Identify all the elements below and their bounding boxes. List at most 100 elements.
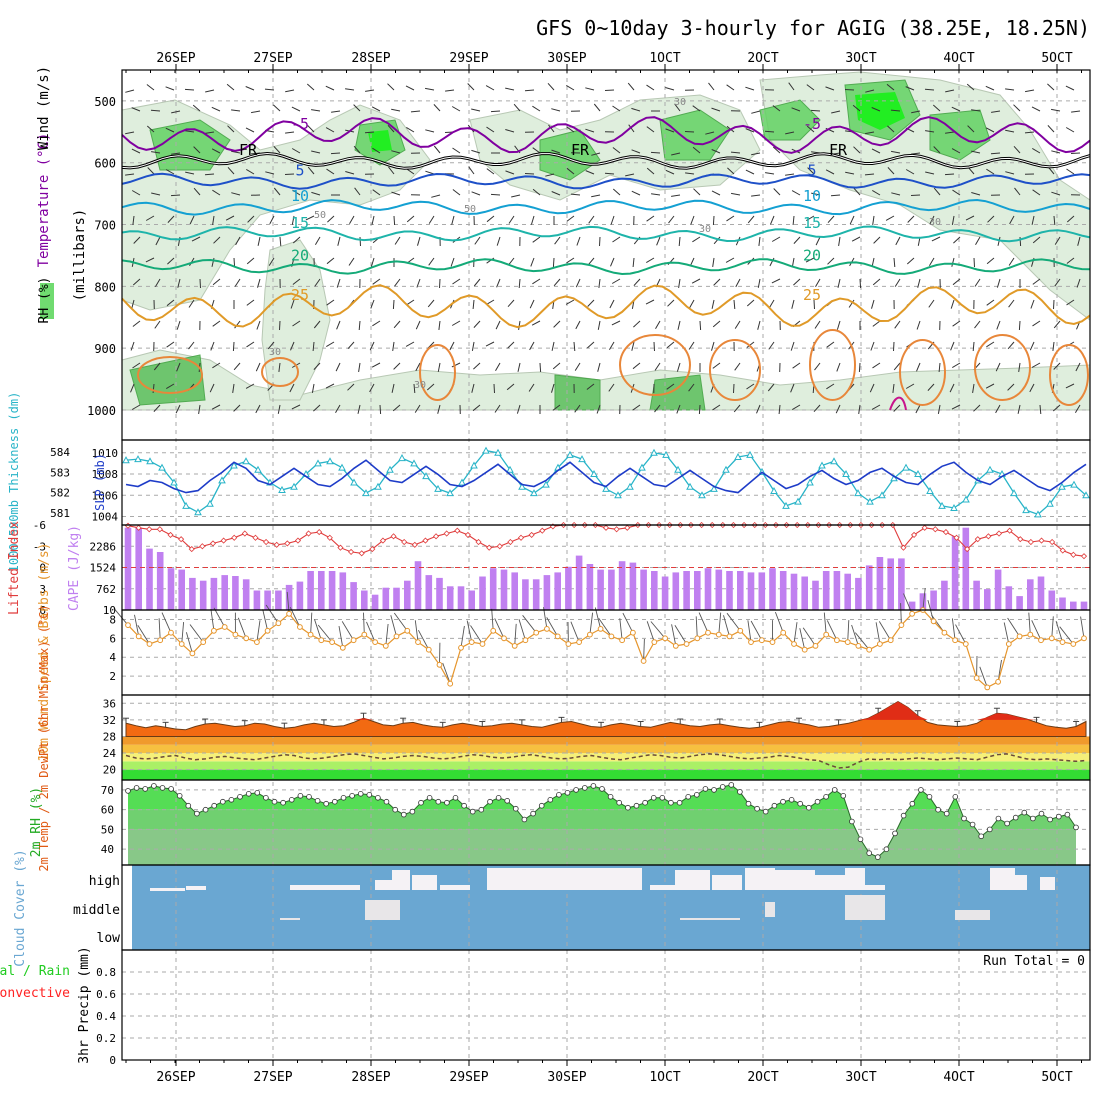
lifted-index-point xyxy=(167,531,174,538)
upper-air-wind-barb xyxy=(625,173,635,177)
upper-air-wind-barb xyxy=(746,299,755,307)
rh-point xyxy=(556,791,562,798)
isotherm-loop xyxy=(1049,344,1089,406)
slp-point xyxy=(434,484,442,492)
cloud-high-block xyxy=(675,870,710,890)
upper-air-wind-barb xyxy=(394,236,401,245)
upper-air-wind-barb xyxy=(233,257,236,268)
upper-air-wind-barb xyxy=(211,404,221,410)
lifted-index-point xyxy=(348,548,355,555)
upper-air-wind-barb xyxy=(575,278,581,288)
thickness-tick: 583 xyxy=(50,466,70,479)
upper-air-wind-barb xyxy=(507,341,515,349)
upper-air-wind-barb xyxy=(893,362,901,371)
upper-air-wind-barb xyxy=(574,362,581,371)
upper-air-wind-barb xyxy=(154,278,161,287)
upper-air-wind-barb xyxy=(146,84,155,91)
wind-speed-point xyxy=(436,661,443,668)
upper-air-wind-barb xyxy=(646,257,655,264)
upper-air-wind-barb xyxy=(413,383,416,394)
upper-air-wind-barb xyxy=(990,152,1001,155)
upper-air-wind-barb xyxy=(234,320,241,329)
slp-point xyxy=(446,489,454,497)
upper-air-wind-barb xyxy=(125,89,135,93)
wind-barb xyxy=(802,627,816,647)
upper-air-wind-barb xyxy=(791,190,801,196)
upper-air-wind-barb xyxy=(790,341,795,351)
slp-point xyxy=(782,501,790,509)
upper-air-wind-barb xyxy=(949,383,955,393)
rh-point xyxy=(607,793,614,800)
upper-air-wind-barb xyxy=(772,105,781,112)
upper-air-wind-barb xyxy=(604,172,615,175)
slp-point xyxy=(1058,482,1066,490)
upper-air-wind-barb xyxy=(591,194,601,198)
upper-air-wind-barb xyxy=(371,362,381,368)
slp-point xyxy=(386,465,394,473)
upper-air-wind-barb xyxy=(267,341,275,350)
wind-speed-point xyxy=(619,637,625,644)
upper-air-wind-barb xyxy=(1053,299,1055,310)
upper-air-wind-barb xyxy=(189,215,195,225)
wind-barb xyxy=(414,620,419,643)
slp-point xyxy=(614,491,622,499)
lifted-index-point xyxy=(1049,538,1056,546)
upper-air-wind-barb xyxy=(532,236,541,243)
rh-point xyxy=(254,789,261,796)
wind-barb xyxy=(543,607,548,629)
upper-air-wind-barb xyxy=(791,107,801,112)
upper-air-wind-barb xyxy=(292,320,301,327)
upper-air-wind-barb xyxy=(410,110,421,113)
upper-air-wind-barb xyxy=(392,404,401,412)
rh-point xyxy=(487,798,493,805)
cape-bar xyxy=(296,581,304,610)
thickness-label: 1000-500mb Thickness (dm) xyxy=(7,392,21,573)
lifted-index-point xyxy=(231,534,238,541)
upper-air-wind-barb xyxy=(490,110,501,113)
wind-barb xyxy=(955,624,967,645)
upper-air-wind-barb xyxy=(865,131,875,135)
rh-point xyxy=(375,794,381,801)
upper-air-wind-barb xyxy=(265,171,275,175)
slp-point xyxy=(806,478,814,486)
upper-air-wind-barb xyxy=(388,166,395,175)
lifted-index-point xyxy=(953,534,960,541)
wind-speed-point xyxy=(243,635,250,642)
upper-air-wind-barb xyxy=(668,215,675,224)
upper-air-wind-barb xyxy=(1013,104,1021,112)
upper-air-wind-barb xyxy=(246,168,255,175)
isotherm-label: 10 xyxy=(291,187,309,205)
upper-air-wind-barb xyxy=(327,215,335,223)
upper-air-wind-barb xyxy=(1024,131,1035,134)
upper-air-wind-barb xyxy=(725,257,735,263)
slp-point xyxy=(686,482,694,490)
upper-air-wind-barb xyxy=(245,383,255,389)
wind-barb xyxy=(181,622,185,645)
upper-air-wind-barb xyxy=(645,299,655,305)
upper-air-wind-barb xyxy=(654,404,661,413)
upper-air-wind-barb xyxy=(1075,362,1081,372)
rh-point xyxy=(418,799,424,806)
upper-air-wind-barb xyxy=(845,171,855,175)
wind-speed-point xyxy=(694,635,701,642)
upper-air-wind-barb xyxy=(170,194,181,197)
rh-point xyxy=(771,802,778,809)
cape-bar xyxy=(618,561,626,610)
upper-air-wind-barb xyxy=(205,131,215,134)
rh-point xyxy=(969,821,976,828)
upper-air-wind-barb xyxy=(1007,341,1015,350)
upper-air-wind-barb xyxy=(496,236,501,246)
upper-air-wind-barb xyxy=(451,320,461,326)
upper-air-wind-barb xyxy=(165,127,175,133)
cape-bar xyxy=(489,568,497,610)
upper-air-wind-barb xyxy=(712,215,715,226)
upper-air-wind-barb xyxy=(473,278,481,287)
upper-air-wind-barb xyxy=(1047,83,1055,91)
upper-air-wind-barb xyxy=(372,147,381,154)
upper-air-wind-barb xyxy=(166,341,175,348)
rh-point xyxy=(323,800,330,807)
cape-bar xyxy=(446,586,454,610)
wind-speed-point xyxy=(307,631,314,638)
lifted-index-point xyxy=(390,533,397,540)
upper-air-wind-barb xyxy=(792,362,801,369)
